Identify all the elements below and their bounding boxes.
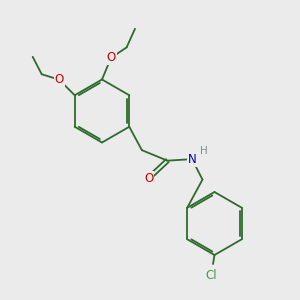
Text: Cl: Cl xyxy=(206,269,217,282)
Text: O: O xyxy=(144,172,153,184)
Text: O: O xyxy=(106,51,116,64)
Text: H: H xyxy=(200,146,207,156)
Text: O: O xyxy=(55,73,64,86)
Text: N: N xyxy=(188,153,196,166)
